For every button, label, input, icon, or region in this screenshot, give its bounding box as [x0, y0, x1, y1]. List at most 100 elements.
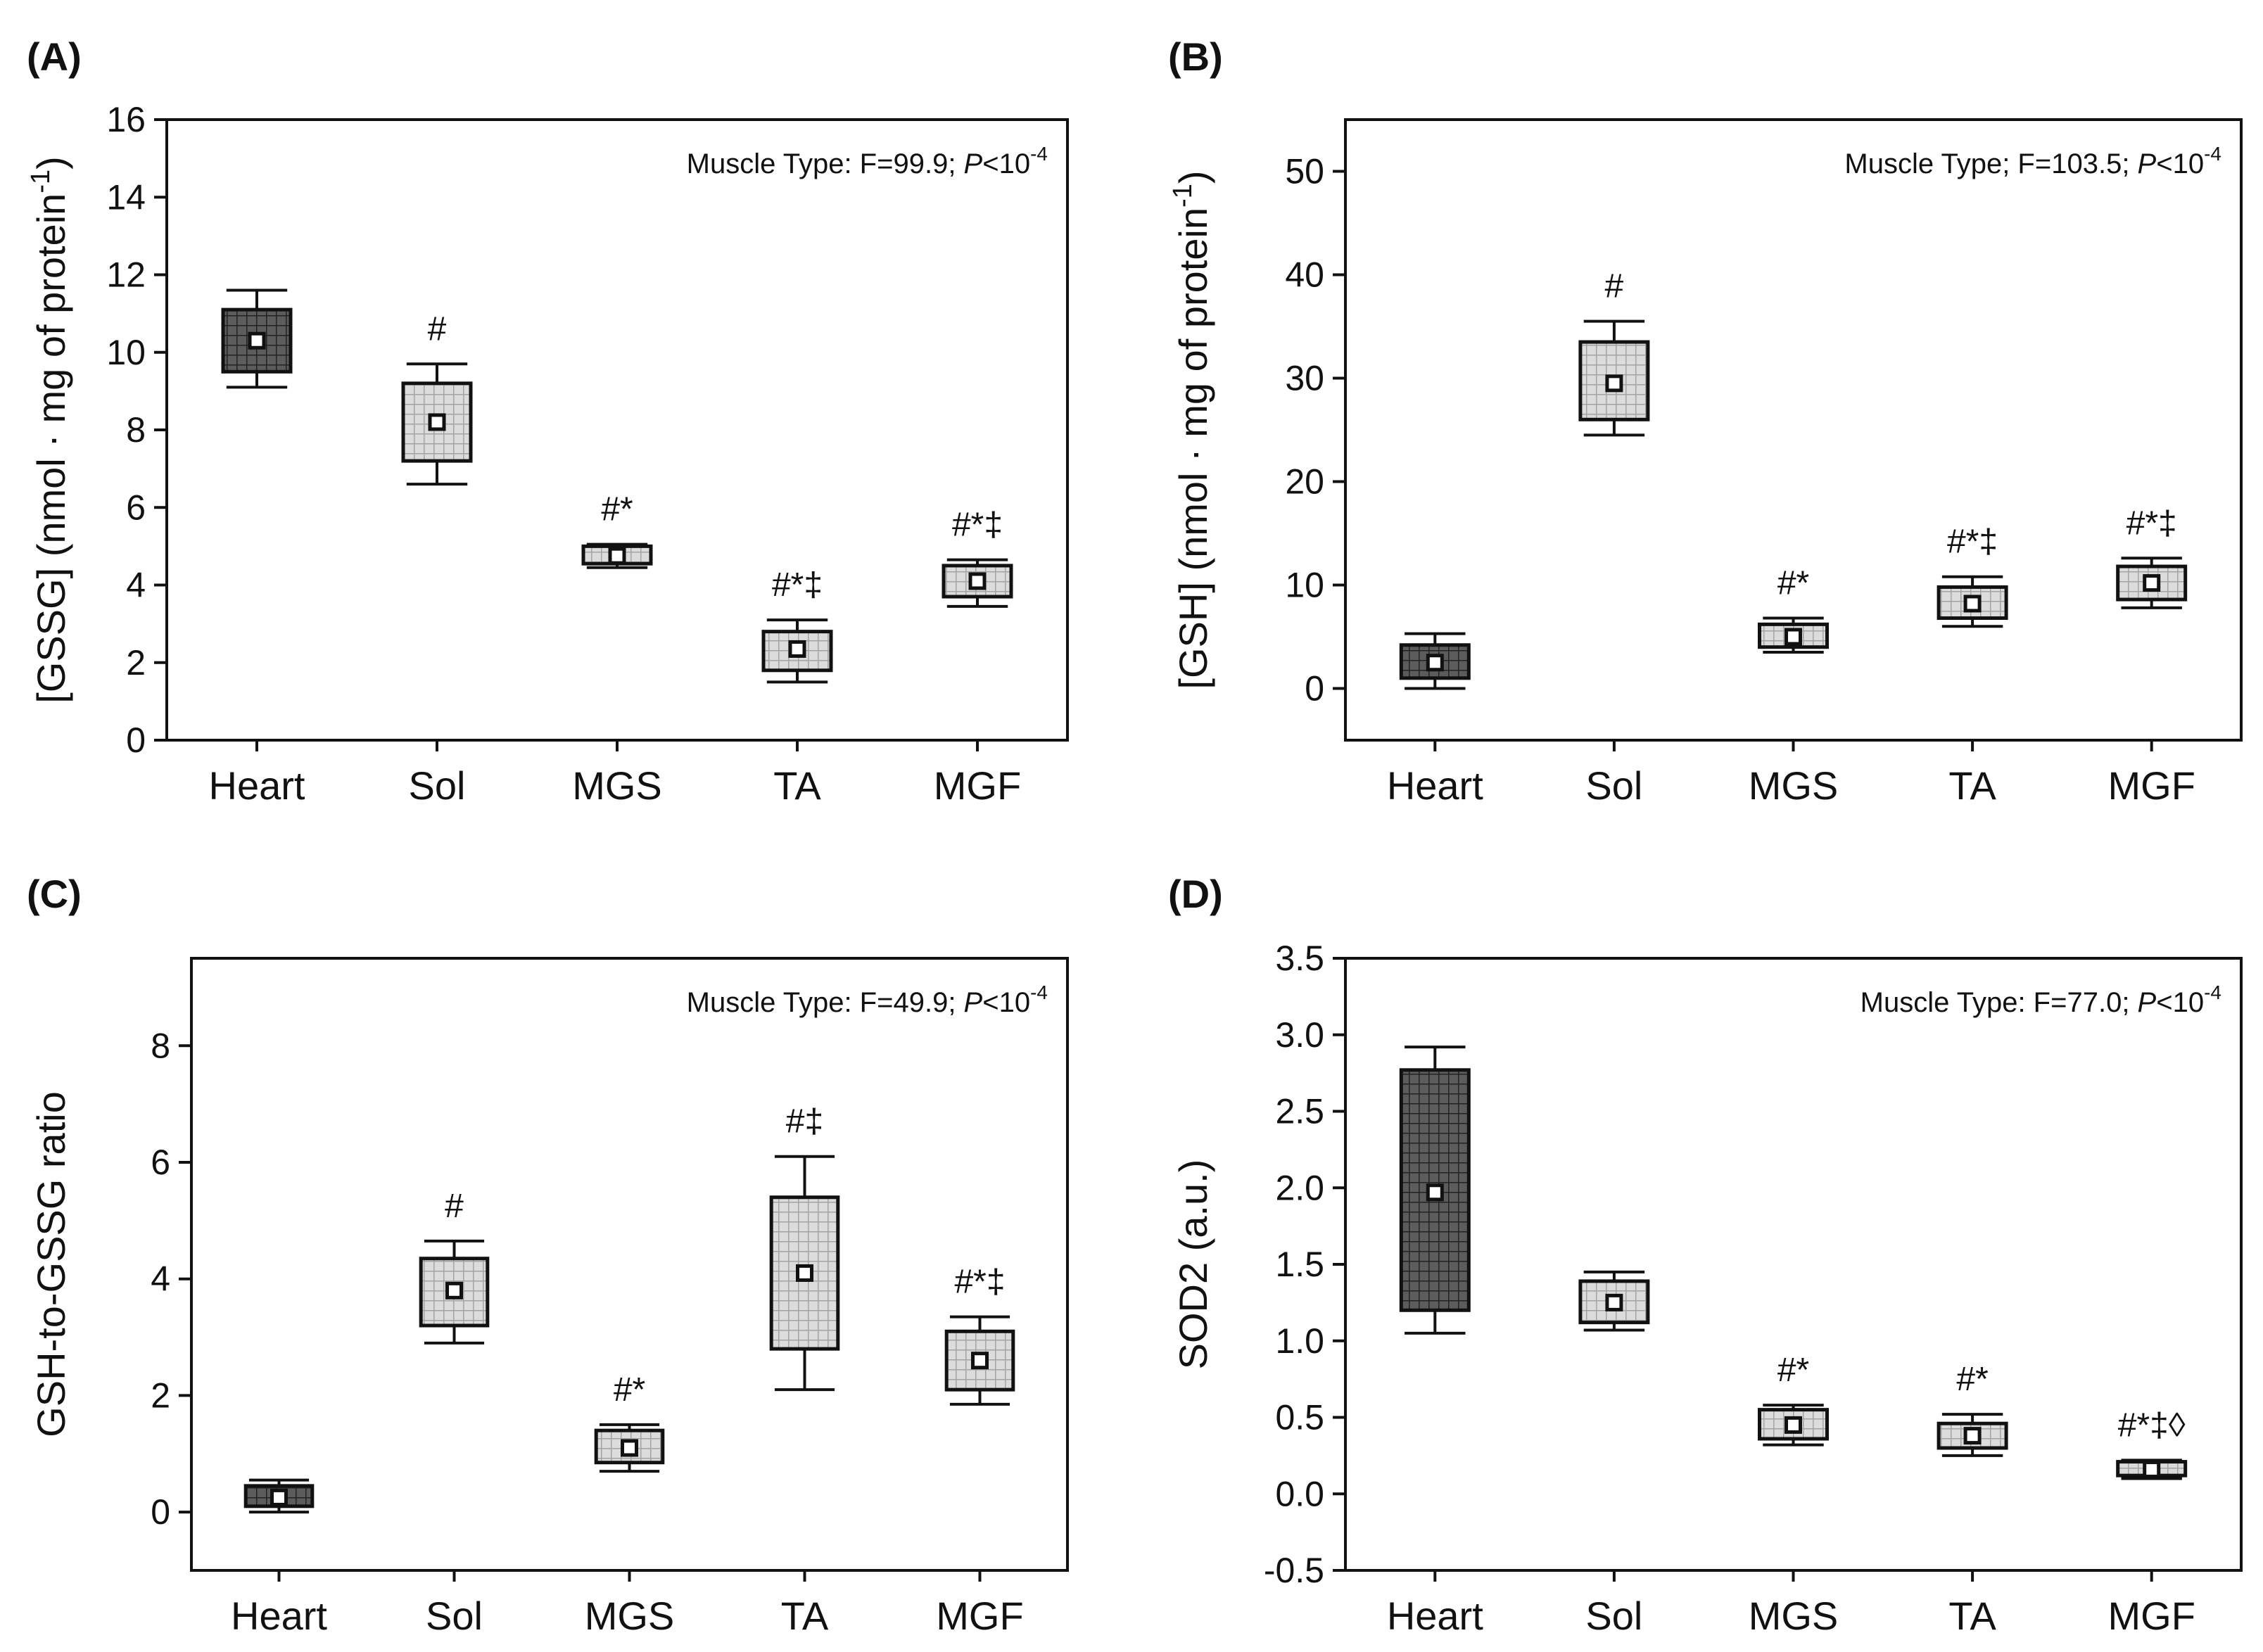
y-tick-label: 16 — [106, 100, 146, 139]
x-tick-label-mgs: MGS — [1749, 763, 1839, 808]
panel-label: (D) — [1168, 872, 1223, 916]
significance-label: #* — [601, 491, 633, 528]
box-mgf: #*‡ — [942, 507, 1013, 608]
stats-annotation: Muscle Type; F=103.5; P<10-4 — [1844, 143, 2221, 179]
y-tick-label: 0 — [1305, 669, 1324, 709]
x-tick-label-mgs: MGS — [585, 1594, 675, 1638]
x-tick-label-heart: Heart — [1387, 763, 1483, 808]
mean-marker — [796, 1264, 813, 1282]
mean-marker — [1605, 1293, 1623, 1311]
y-axis-label: GSH-to-GSSG ratio — [29, 1091, 73, 1437]
y-tick-label: 2 — [126, 643, 146, 682]
y-axis-label: [GSH] (nmol · mg of protein-1) — [1168, 170, 1215, 689]
box-sol: # — [401, 310, 473, 486]
significance-label: #*‡ — [1947, 523, 1998, 561]
x-tick-label-mgf: MGF — [936, 1594, 1023, 1638]
box-ta: #*‡ — [1936, 523, 2008, 628]
box-mgf: #*‡ — [2116, 504, 2188, 609]
x-tick-label-heart: Heart — [209, 763, 305, 808]
plot-frame — [1344, 957, 2243, 1572]
significance-label: #* — [1956, 1361, 1988, 1398]
significance-label: # — [1605, 268, 1624, 305]
mean-marker — [1963, 1427, 1982, 1445]
mean-marker — [1963, 595, 1982, 613]
x-tick-label-mgf: MGF — [2107, 763, 2195, 808]
y-tick-label: 0 — [151, 1492, 170, 1532]
x-tick-label-ta: TA — [1948, 763, 1996, 808]
y-axis-label-main: SOD2 (a.u.) — [1171, 1159, 1215, 1370]
box-mgf: #*‡ — [944, 1264, 1015, 1406]
x-tick-label-mgf: MGF — [2107, 1594, 2195, 1638]
x-tick-label-sol: Sol — [1585, 1594, 1642, 1638]
mean-marker — [2143, 1460, 2161, 1478]
box-sol: # — [419, 1188, 490, 1345]
y-axis-label-close: ) — [1171, 170, 1215, 184]
y-axis-label-sup: -1 — [1168, 184, 1198, 208]
box-ta: #*‡ — [761, 566, 833, 684]
y-tick-label: 3.5 — [1275, 939, 1324, 978]
box-heart — [1399, 632, 1471, 690]
y-tick-label: 0.0 — [1275, 1474, 1324, 1513]
plot-frame — [165, 118, 1069, 742]
y-tick-label: 10 — [106, 333, 146, 372]
x-tick-label-mgf: MGF — [934, 763, 1021, 808]
box-ta: #‡ — [769, 1103, 840, 1392]
y-tick-label: 50 — [1285, 152, 1324, 191]
y-tick-label: 3.0 — [1275, 1015, 1324, 1055]
y-tick-label: 2 — [151, 1375, 170, 1415]
mean-marker — [2143, 574, 2161, 592]
y-axis-label: [GSSG] (nmol · mg of protein-1) — [26, 156, 73, 704]
mean-marker — [1426, 1183, 1444, 1202]
y-tick-label: 0.5 — [1275, 1398, 1324, 1437]
y-tick-label: 6 — [151, 1143, 170, 1182]
y-tick-label: 6 — [126, 488, 146, 527]
mean-marker — [1605, 374, 1623, 393]
y-tick-label: 2.5 — [1275, 1092, 1324, 1131]
x-tick-label-mgs: MGS — [1749, 1594, 1839, 1638]
stats-annotation: Muscle Type: F=99.9; P<10-4 — [687, 143, 1048, 179]
box-mgs: #* — [1758, 565, 1829, 654]
box-body — [769, 1195, 840, 1351]
panel-b: (B) 0 10 20 30 40 50 Heart Sol MGS TA MGF [GSH] (nmo… — [1168, 34, 2243, 808]
mean-marker — [621, 1439, 638, 1457]
plot-frame — [190, 957, 1069, 1572]
panel-label: (C) — [27, 872, 82, 916]
box-mgs: #* — [594, 1371, 665, 1473]
mean-marker — [1426, 654, 1444, 672]
y-tick-label: 8 — [126, 410, 146, 450]
significance-label: # — [445, 1188, 464, 1225]
box-mgs: #* — [581, 491, 653, 569]
mean-marker — [1785, 628, 1802, 646]
mean-marker — [1785, 1416, 1802, 1434]
stats-annotation: Muscle Type: F=77.0; P<10-4 — [1861, 981, 2221, 1018]
y-axis-label-close: ) — [29, 156, 73, 170]
box-ta: #* — [1936, 1361, 2008, 1457]
panel-c: (C) 0 2 4 6 8 Heart Sol MGS TA MGF GSH-to-GSSG rati… — [27, 872, 1069, 1638]
box-sol: # — [1578, 268, 1650, 437]
x-tick-label-ta: TA — [781, 1594, 829, 1638]
box-heart — [243, 1478, 315, 1514]
significance-label: #*‡ — [954, 1264, 1005, 1301]
box-body — [2116, 564, 2188, 602]
mean-marker — [788, 640, 806, 658]
y-tick-label: -0.5 — [1264, 1551, 1324, 1590]
x-tick-label-ta: TA — [1948, 1594, 1996, 1638]
significance-label: #* — [614, 1371, 645, 1409]
y-tick-label: 4 — [151, 1259, 170, 1299]
y-tick-label: 8 — [151, 1026, 170, 1065]
x-tick-label-ta: TA — [773, 763, 821, 808]
stats-annotation: Muscle Type: F=49.9; P<10-4 — [687, 981, 1048, 1018]
panel-label: (B) — [1168, 34, 1223, 79]
box-sol — [1578, 1270, 1650, 1332]
significance-label: # — [428, 310, 447, 348]
y-axis-label-main: GSH-to-GSSG ratio — [29, 1091, 73, 1437]
panel-label: (A) — [27, 34, 82, 79]
mean-marker — [248, 331, 266, 350]
y-tick-label: 1.0 — [1275, 1321, 1324, 1361]
box-heart — [1399, 1046, 1471, 1335]
panel-a: (A) 0 2 4 6 8 10 12 14 16 Heart Sol MGS TA MGF [GSSG] (… — [26, 34, 1069, 808]
x-tick-label-mgs: MGS — [572, 763, 662, 808]
significance-label: #‡ — [786, 1103, 823, 1140]
box-mgs: #* — [1758, 1352, 1829, 1447]
